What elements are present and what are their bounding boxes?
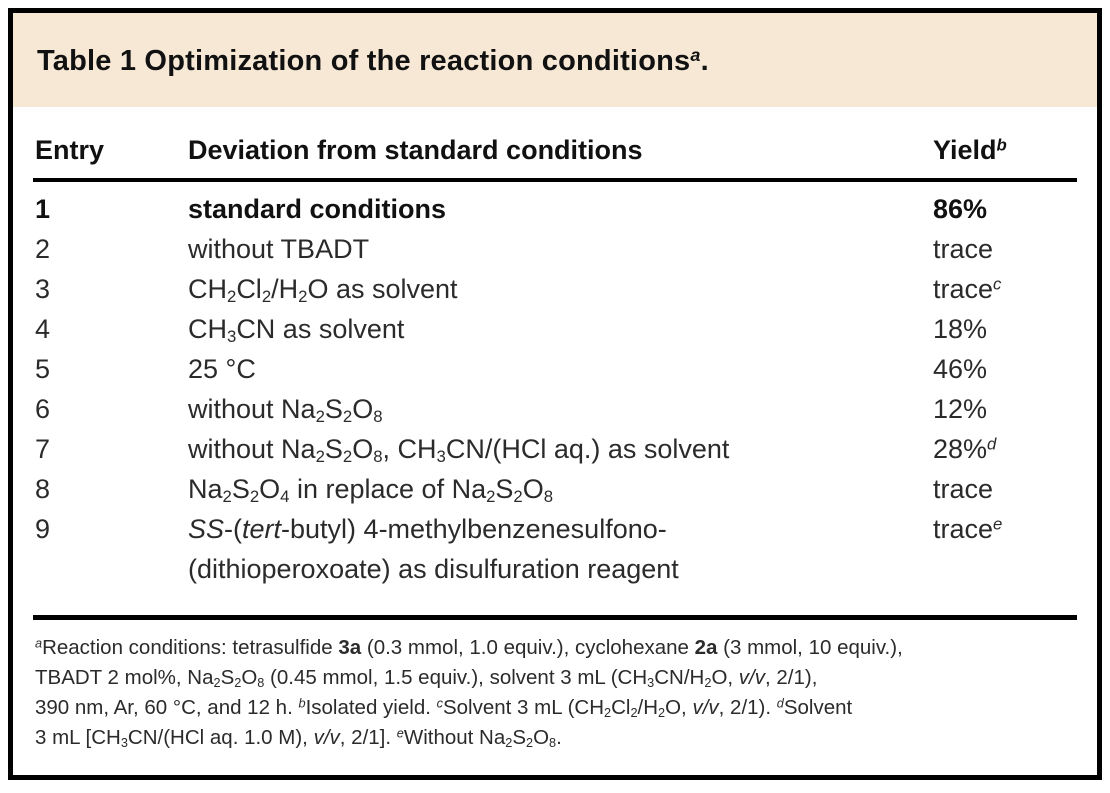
deviation-cell: 25 °C [188, 354, 256, 384]
deviation-cell: Na2S2O4 in replace of Na2S2O8 [188, 474, 554, 507]
table-rows: 1 standard conditions 86% 2 without TBAD… [33, 182, 1077, 589]
table-row: 7 without Na2S2O8, CH3CN/(HCl aq.) as so… [35, 429, 1075, 469]
yield-cell: 46% [933, 354, 988, 384]
entry-cell: 5 [35, 354, 51, 384]
table-row: 5 25 °C 46% [35, 349, 1075, 389]
column-header-deviation: Deviation from standard conditions [188, 135, 643, 165]
table-row: 6 without Na2S2O8 12% [35, 389, 1075, 429]
table-row: 8 Na2S2O4 in replace of Na2S2O8 trace [35, 469, 1075, 509]
deviation-cell: without TBADT [188, 234, 370, 264]
entry-cell: 8 [35, 474, 51, 504]
table-1-panel: Table 1 Optimization of the reaction con… [8, 8, 1102, 780]
deviation-cell: without Na2S2O8 [188, 394, 383, 427]
deviation-cell: SS-(tert-butyl) 4-methylbenzenesulfono-(… [188, 514, 679, 584]
yield-cell: 18% [933, 314, 988, 344]
entry-cell: 2 [35, 234, 51, 264]
footnotes: aReaction conditions: tetrasulfide 3a (0… [35, 635, 903, 751]
table-title: Table 1 Optimization of the reaction con… [37, 45, 709, 77]
deviation-cell: CH3CN as solvent [188, 314, 405, 347]
table-row: 4 CH3CN as solvent 18% [35, 309, 1075, 349]
entry-cell: 4 [35, 314, 51, 344]
table-row: 1 standard conditions 86% [35, 189, 1075, 229]
yield-cell: 28%d [933, 434, 997, 464]
entry-cell: 1 [35, 194, 51, 224]
entry-cell: 9 [35, 514, 51, 544]
table-row: 3 CH2Cl2/H2O as solvent tracec [35, 269, 1075, 309]
table-header-row: Entry Deviation from standard conditions… [33, 107, 1077, 182]
entry-cell: 3 [35, 274, 51, 304]
deviation-cell: without Na2S2O8, CH3CN/(HCl aq.) as solv… [188, 434, 730, 467]
deviation-cell: standard conditions [188, 194, 447, 224]
yield-cell: tracec [933, 274, 1002, 304]
column-header-yield: Yieldb [933, 135, 1007, 165]
table-row: 2 without TBADT trace [35, 229, 1075, 269]
entry-cell: 6 [35, 394, 51, 424]
footnote-divider [33, 615, 1077, 620]
yield-cell: trace [933, 474, 994, 504]
table-row: 9 SS-(tert-butyl) 4-methylbenzenesulfono… [35, 509, 1075, 589]
yield-cell: 86% [933, 194, 988, 224]
entry-cell: 7 [35, 434, 51, 464]
yield-cell: tracee [933, 514, 1003, 544]
table-title-band: Table 1 Optimization of the reaction con… [13, 13, 1097, 107]
yield-cell: 12% [933, 394, 988, 424]
column-header-entry: Entry [35, 135, 105, 165]
deviation-cell: CH2Cl2/H2O as solvent [188, 274, 458, 307]
yield-cell: trace [933, 234, 994, 264]
